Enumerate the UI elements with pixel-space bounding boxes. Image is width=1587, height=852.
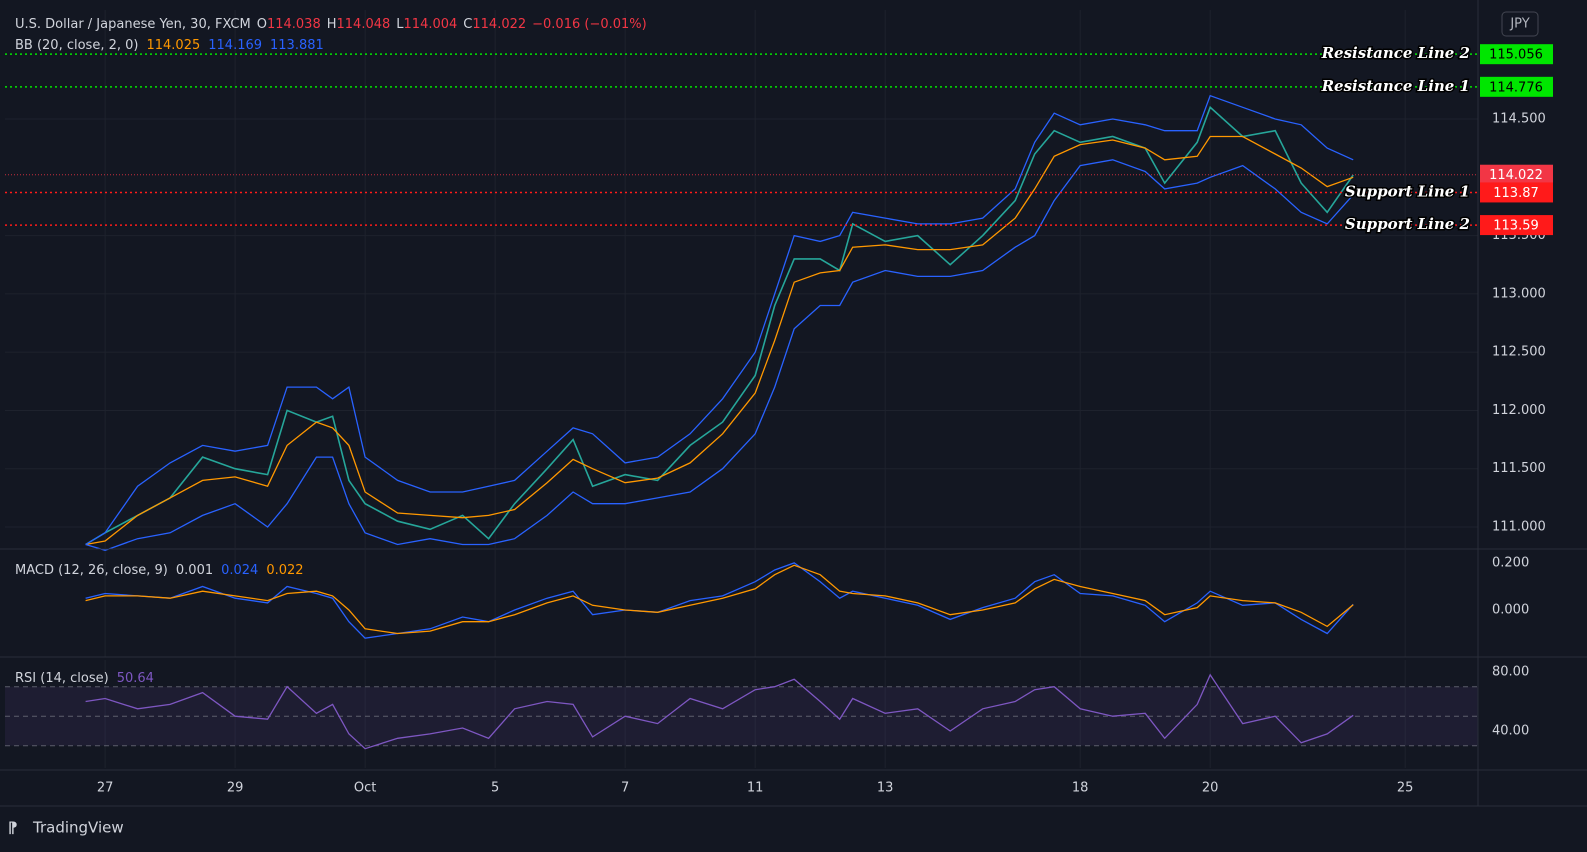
series-line [85,673,1354,750]
y-tick-label: 111.500 [1492,461,1546,476]
level-label: Resistance Line 1 [1321,77,1470,95]
brand: TradingView [32,819,124,837]
legend: U.S. Dollar / Japanese Yen, 30, FXCM O114… [15,17,647,686]
indicator-name: BB (20, close, 2, 0) [15,38,138,53]
series-line [85,562,1354,639]
ohlc-label: L [396,17,404,32]
currency[interactable]: JPY [1509,17,1529,32]
indicator-value: 114.025 [146,38,200,53]
x-tick-label: Oct [354,781,376,796]
x-tick-label: 29 [227,781,244,796]
indicator-legend: BB (20, close, 2, 0) 114.025 114.169 113.88… [15,38,324,53]
ohlc-value: 114.048 [337,17,391,32]
price-tag-label: 113.59 [1493,219,1539,234]
level-label: Support Line 1 [1345,182,1470,200]
indicator-value: 50.64 [117,671,154,686]
x-tick-label: 27 [97,781,114,796]
indicator-value: 0.001 [176,563,213,578]
y-tick-label: 80.00 [1492,664,1529,679]
series-line [85,564,1354,635]
ohlc-label: H [327,17,337,32]
price-tag [1480,164,1553,185]
y-tick-label: 114.500 [1492,111,1546,126]
y-tick-label: 0.200 [1492,555,1529,570]
x-tick-label: 20 [1202,781,1219,796]
plot: Resistance Line 2 Resistance Line 1 Suppor… [5,43,1478,750]
header: U.S. Dollar / Japanese Yen, 30, FXCM O114… [15,17,647,32]
y-tick-label: 112.500 [1492,345,1546,360]
symbol: U.S. Dollar / Japanese Yen, 30, FXCM [15,17,251,32]
series-line [85,94,1354,546]
y-tick-label: 112.000 [1492,403,1546,418]
ohlc-value: 114.038 [267,17,321,32]
price-tag [1480,182,1553,203]
ohlc-value: 114.022 [472,17,526,32]
change: −0.016 (−0.01%) [532,17,647,32]
x-tick-label: 11 [747,781,764,796]
x-tick-label: 7 [621,781,629,796]
price-tag-label: 115.056 [1489,48,1543,63]
level-label: Resistance Line 2 [1321,44,1470,62]
indicator-value: 114.169 [208,38,262,53]
series-line [85,105,1354,546]
indicator-legend: MACD (12, 26, close, 9) 0.001 0.024 0.022 [15,563,304,578]
price-tag-label: 114.776 [1489,80,1543,95]
series-line [85,135,1354,546]
y-tick-label: 113.000 [1492,286,1546,301]
ohlc-label: C [463,17,472,32]
grid [5,10,1478,768]
price-tag-label: 114.022 [1489,168,1543,183]
price-tag [1480,44,1553,65]
price-tag-label: 113.87 [1493,186,1539,201]
x-tick-label: 18 [1072,781,1089,796]
ohlc-label: O [257,17,267,32]
price-tag [1480,76,1553,97]
currency-box[interactable] [1501,11,1539,37]
price-tag [1480,215,1553,236]
level-label: Support Line 2 [1345,215,1470,233]
indicator-value: 113.881 [270,38,324,53]
x-tick-label: 13 [877,781,894,796]
x-tick-label: 5 [491,781,499,796]
brand-icon: ⁋ [8,819,18,837]
y-tick-label: 40.00 [1492,723,1529,738]
indicator-name: MACD (12, 26, close, 9) [15,563,168,578]
indicator-value: 0.024 [221,563,258,578]
ohlc-value: 114.004 [404,17,458,32]
x-tick-label: 25 [1397,781,1414,796]
indicator-name: RSI (14, close) [15,671,109,686]
y-tick-label: 111.000 [1492,520,1546,535]
indicator-value: 0.022 [266,563,303,578]
y-tick-label: 0.000 [1492,602,1529,617]
indicator-legend: RSI (14, close) 50.64 [15,671,154,686]
